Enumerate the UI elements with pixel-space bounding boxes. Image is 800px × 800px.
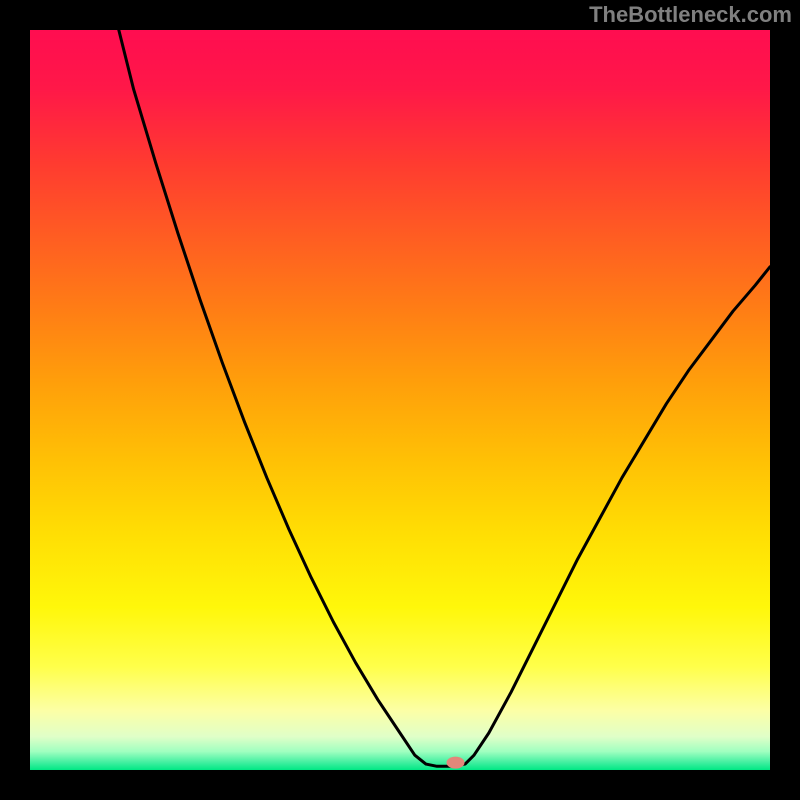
optimal-marker [447, 757, 465, 769]
watermark-text: TheBottleneck.com [589, 2, 792, 28]
chart-container: TheBottleneck.com [0, 0, 800, 800]
plot-background [30, 30, 770, 770]
bottleneck-chart [0, 0, 800, 800]
